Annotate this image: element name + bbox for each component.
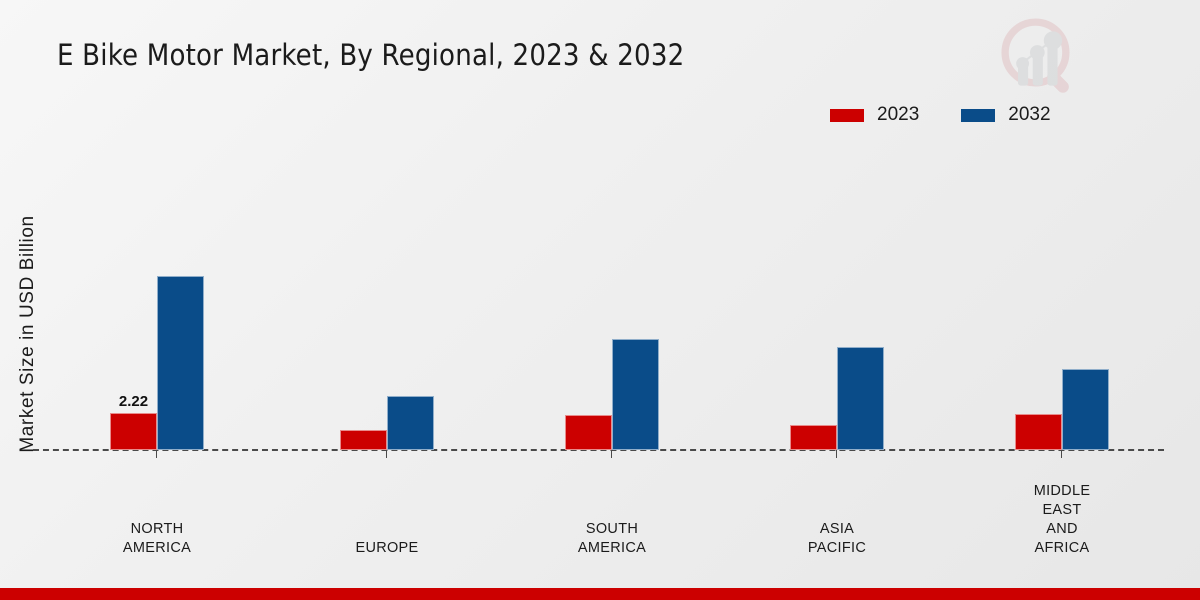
category-label-line: AFRICA [1034,540,1090,556]
legend-item-2032[interactable]: 2032 [961,104,1051,126]
bars-row [340,396,434,450]
bar-2032-north-america[interactable] [157,276,204,450]
bars-row [1015,369,1109,450]
bars-row [790,347,884,450]
bar-2023-middle-east-and-africa[interactable] [1015,414,1062,450]
bar-2023-europe[interactable] [340,430,387,450]
category-label-europe: EUROPE [287,539,487,558]
category-label-line: NORTH [130,521,184,537]
category-label-line: AMERICA [577,540,647,556]
bottom-accent-strip [0,588,1200,600]
legend-item-2023[interactable]: 2023 [830,104,919,126]
bar-2032-middle-east-and-africa[interactable] [1062,369,1109,450]
category-label-line: AMERICA [122,540,192,556]
plot-area: 2.22 NORTH AMERICA EUROPE [33,276,1164,558]
category-label-line: SOUTH [585,521,639,537]
legend-label-2023: 2023 [877,104,920,125]
bar-2032-south-america[interactable] [612,339,659,450]
category-label-north-america: NORTH AMERICA [57,520,257,558]
axis-tick [386,450,387,458]
axis-tick [156,450,157,458]
category-label-line: ASIA [819,521,855,537]
bars-row: 2.22 [110,276,204,450]
bars-row [565,339,659,450]
legend-swatch-2032 [961,108,996,122]
chart-legend: 2023 2032 [830,104,1051,126]
axis-tick [836,450,837,458]
chart-title: E Bike Motor Market, By Regional, 2023 &… [57,38,685,72]
axis-tick [611,450,612,458]
bar-value-2023-north-america: 2.22 [118,393,149,410]
bar-2023-asia-pacific[interactable] [790,425,837,450]
bar-2023-north-america[interactable] [110,413,157,450]
axis-tick [1061,450,1062,458]
category-label-south-america: SOUTH AMERICA [512,520,712,558]
bar-2023-south-america[interactable] [565,415,612,450]
category-label-line: EAST [1042,502,1082,518]
bar-2032-europe[interactable] [387,396,434,450]
legend-label-2032: 2032 [1008,104,1051,125]
bar-2032-asia-pacific[interactable] [837,347,884,450]
category-label-middle-east-and-africa: MIDDLE EAST AND AFRICA [962,482,1162,558]
category-label-line: AND [1046,521,1078,537]
category-label-asia-pacific: ASIA PACIFIC [737,520,937,558]
axis-baseline [33,449,1164,451]
category-label-line: MIDDLE [1033,483,1091,499]
category-label-line: EUROPE [355,540,419,556]
category-label-line: PACIFIC [807,540,867,556]
legend-swatch-2023 [830,108,864,122]
